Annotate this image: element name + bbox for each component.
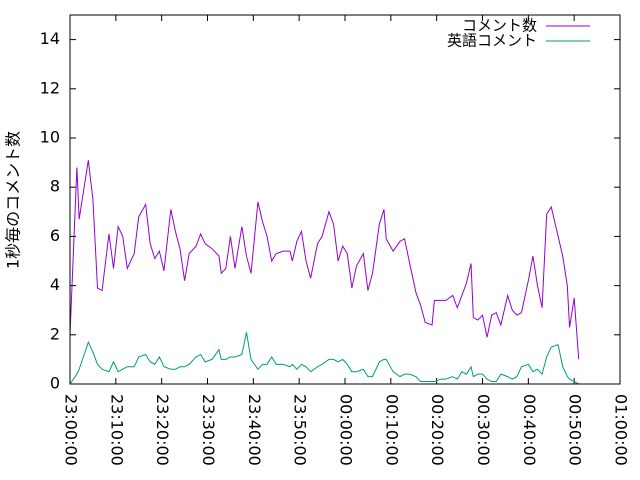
x-tick-label: 23:10:00 [107, 394, 126, 466]
plot-border [69, 14, 621, 385]
legend-label: 英語コメント [447, 32, 537, 50]
x-tick-label: 00:40:00 [520, 394, 539, 466]
x-tick-label: 23:00:00 [62, 394, 81, 466]
x-tick-label: 00:30:00 [474, 394, 493, 466]
series-line [69, 160, 580, 360]
y-tick-label: 12 [40, 78, 60, 97]
x-tick-label: 01:00:00 [612, 394, 631, 466]
x-tick-label: 23:40:00 [245, 394, 264, 466]
y-tick-label: 6 [50, 226, 60, 245]
x-tick-label: 00:20:00 [428, 394, 447, 466]
y-tick-label: 8 [50, 177, 60, 196]
y-tick-label: 4 [50, 275, 60, 294]
x-tick-label: 00:50:00 [566, 394, 585, 466]
x-tick-label: 23:30:00 [199, 394, 218, 466]
y-tick-label: 10 [40, 128, 60, 147]
x-tick-label: 23:20:00 [153, 394, 172, 466]
x-tick-label: 00:00:00 [337, 394, 356, 466]
y-tick-label: 14 [40, 29, 60, 48]
legend-label: コメント数 [462, 17, 537, 35]
y-tick-label: 2 [50, 324, 60, 343]
x-tick-label: 23:50:00 [291, 394, 310, 466]
y-tick-label: 0 [50, 374, 60, 393]
x-tick-label: 00:10:00 [382, 394, 401, 466]
y-axis-label: 1秒毎のコメント数 [4, 131, 23, 269]
series-line [69, 332, 579, 385]
